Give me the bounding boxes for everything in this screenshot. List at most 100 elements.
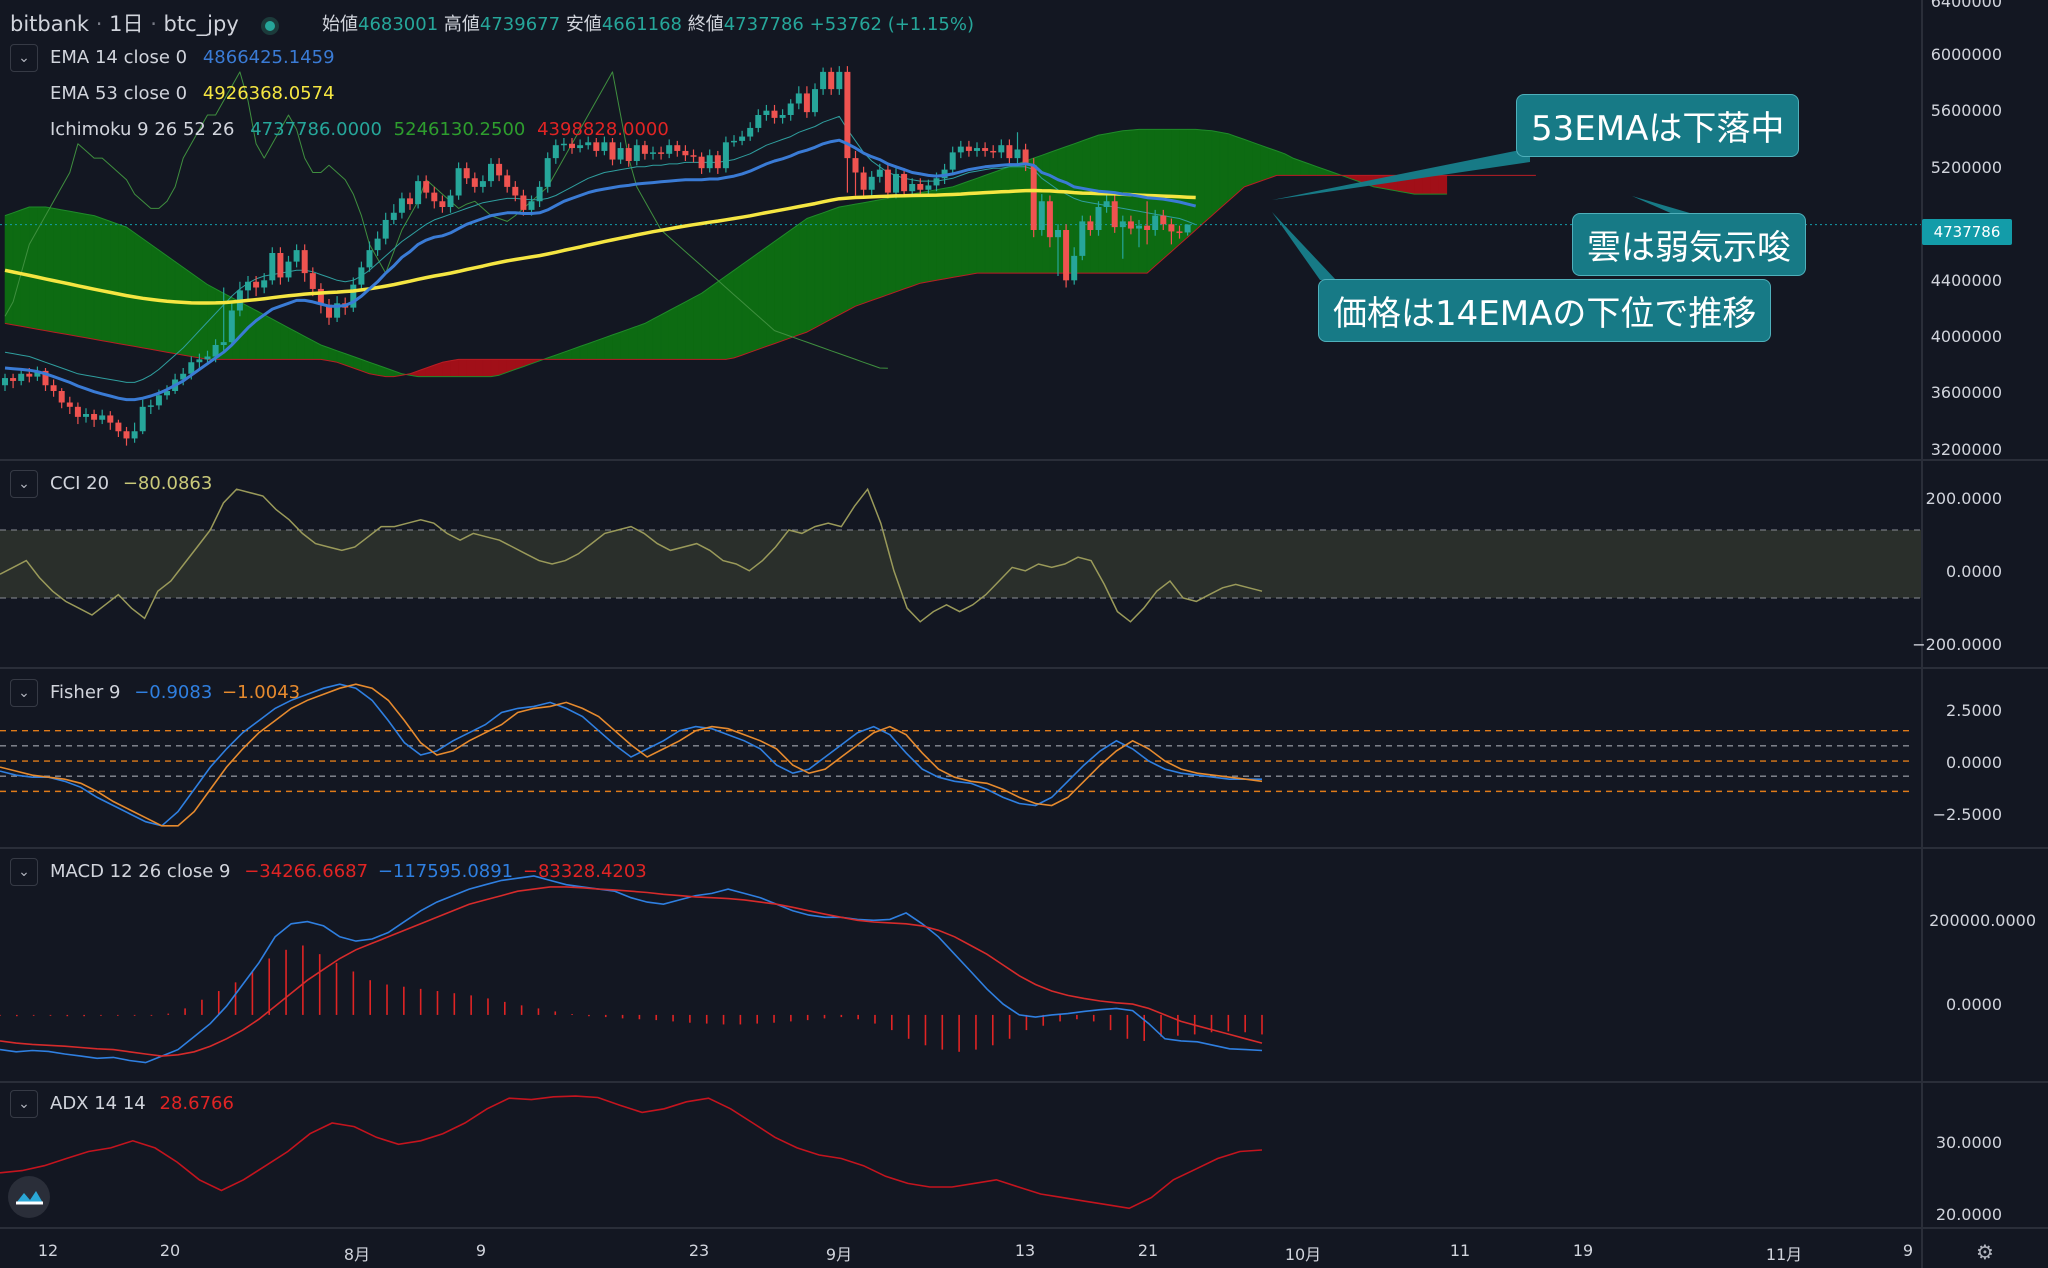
cloud-segment-bullish [280,322,289,360]
legend-ema14[interactable]: EMA 14 close 0 4866425.1459 [50,47,335,68]
macd-collapse-button[interactable]: ⌄ [10,858,38,886]
candle-up [763,110,770,115]
time-axis-tick: 9月 [825,1245,853,1264]
cloud-segment-bullish [1009,163,1018,274]
ema53-line [4,188,1196,305]
logo-mark-icon [16,1191,43,1205]
cloud-segment-bullish [685,297,694,360]
candle-up [382,219,389,239]
cci-axis-tick: 0.0000 [1946,562,2002,581]
candle-up [479,181,486,187]
candle-down [1063,230,1070,281]
macd-value-3: −83328.4203 [522,861,647,882]
cloud-segment-bullish [1130,129,1140,274]
cci-pane[interactable] [0,487,1922,623]
interval-label: 1日 [109,12,144,36]
candle-up [876,169,883,177]
candle-down [1144,225,1151,230]
cloud-segment-bullish [863,200,873,304]
macd-macd-line [0,875,1263,1064]
candle-down [58,391,65,403]
tradingview-logo-icon[interactable] [8,1176,50,1218]
candle-down [901,173,908,192]
cloud-segment-bullish [1171,129,1180,253]
candlesticks[interactable] [2,66,1197,446]
candle-up [220,342,227,345]
cloud-segment-bullish [992,169,1002,274]
candle-up [552,145,559,159]
legend-collapse-button[interactable]: ⌄ [10,44,38,72]
adx-collapse-button[interactable]: ⌄ [10,1090,38,1118]
tenkan-line [4,115,1196,383]
candle-up [909,184,916,192]
candle-down [609,142,616,160]
cloud-segment-bullish [668,305,678,360]
candle-down [66,402,73,407]
candle-up [147,405,154,407]
chevron-down-icon: ⌄ [18,476,30,492]
fisher-trigger-line [0,683,1263,827]
candle-down [107,415,114,423]
candle-down [253,281,260,288]
candle-up [131,431,138,439]
ichimoku-value-3: 4398828.0000 [537,119,669,140]
senkou-span-a-line [4,128,1447,378]
candle-down [1168,224,1175,232]
candle-up [633,145,640,161]
candle-up [285,261,292,278]
cloud-segment-bullish [118,223,127,346]
candle-down [860,172,867,190]
ema53-label: EMA 53 close 0 [50,83,188,104]
macd-pane[interactable] [0,875,1263,1064]
cloud-segment-bullish [871,199,881,301]
ema14-label: EMA 14 close 0 [50,47,188,68]
candle-up [261,280,268,288]
ichimoku-cloud [4,129,1448,377]
fisher-pane[interactable] [0,683,1912,827]
cci-collapse-button[interactable]: ⌄ [10,470,38,498]
fisher-axis-tick: 0.0000 [1946,753,2002,772]
callout-ema14-pointer [1272,212,1336,280]
cloud-segment-bullish [660,310,670,360]
legend-ema53[interactable]: EMA 53 close 0 4926368.0574 [50,83,335,104]
chikou-span-line [4,71,888,369]
adx-value: 28.6766 [159,1093,234,1114]
symbol-header[interactable]: bitbank · 1日 · btc_jpy [10,8,289,38]
candle-up [415,181,422,205]
candle-up [488,163,494,182]
low-label: 安値 [565,14,602,35]
close-label: 終値 [687,14,724,35]
legend-fisher[interactable]: Fisher 9 −0.9083 −1.0043 [50,682,300,703]
ohlc-readout: 始値4683001 高値4739677 安値4661168 終値4737786 … [322,10,974,36]
candle-up [83,414,89,417]
legend-ichimoku[interactable]: Ichimoku 9 26 52 26 4737786.0000 5246130… [50,119,669,140]
chevron-down-icon: ⌄ [18,50,30,66]
candle-down [803,93,810,113]
legend-cci[interactable]: CCI 20 −80.0863 [50,473,212,494]
time-axis-tick: 21 [1137,1241,1159,1260]
settings-gear-icon[interactable]: ⚙ [1976,1240,1994,1264]
price-axis-tick: 3600000 [1930,383,2002,402]
adx-pane[interactable] [0,1095,1263,1210]
time-axis-tick: 13 [1014,1241,1036,1260]
cloud-segment-bullish [1017,160,1026,274]
legend-adx[interactable]: ADX 14 14 28.6766 [50,1093,234,1114]
candle-up [34,370,41,377]
cloud-segment-bearish [458,359,468,377]
cloud-segment-bullish [944,186,954,280]
candle-down [1160,215,1167,225]
chevron-down-icon: ⌄ [18,685,30,701]
candle-down [625,148,632,161]
legend-macd[interactable]: MACD 12 26 close 9 −34266.6687 −117595.0… [50,861,647,882]
cloud-segment-bullish [701,286,711,360]
open-label: 始値 [322,14,358,35]
candle-down [714,155,721,169]
last-price-tag[interactable]: 4737786 [1922,219,2012,245]
chevron-down-icon: ⌄ [18,1096,30,1112]
cloud-segment-bullish [1203,129,1213,224]
price-axis-tick: 5200000 [1930,158,2002,177]
fisher-collapse-button[interactable]: ⌄ [10,679,38,707]
candle-up [1103,201,1110,207]
candle-up [925,185,932,190]
